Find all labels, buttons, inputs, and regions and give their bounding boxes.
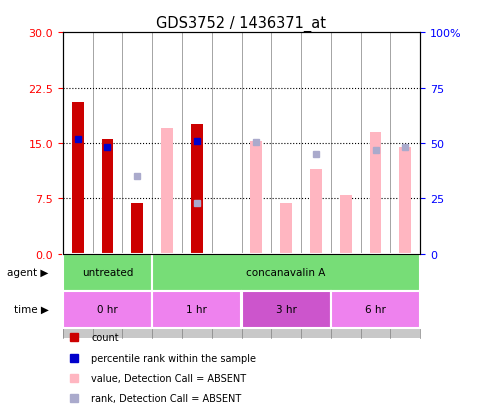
Text: percentile rank within the sample: percentile rank within the sample [91, 353, 256, 363]
Text: 0 hr: 0 hr [97, 304, 118, 314]
Text: value, Detection Call = ABSENT: value, Detection Call = ABSENT [91, 373, 246, 383]
Text: 1 hr: 1 hr [186, 304, 207, 314]
Bar [340, 195, 352, 254]
Bar [191, 232, 203, 254]
Bar [191, 125, 203, 254]
Text: untreated: untreated [82, 268, 133, 278]
Bar [310, 169, 322, 254]
Bar [369, 133, 382, 254]
Bar [72, 103, 84, 254]
Bar [131, 204, 143, 254]
Text: agent ▶: agent ▶ [7, 268, 48, 278]
Title: GDS3752 / 1436371_at: GDS3752 / 1436371_at [156, 16, 327, 32]
Bar [280, 204, 292, 254]
Text: concanavalin A: concanavalin A [246, 268, 326, 278]
Bar [101, 140, 114, 254]
Bar [63, 254, 152, 291]
Bar [331, 291, 420, 328]
Text: count: count [91, 332, 119, 342]
Bar [152, 254, 420, 291]
Bar [152, 291, 242, 328]
Text: 6 hr: 6 hr [365, 304, 386, 314]
Bar [63, 254, 420, 338]
Text: rank, Detection Call = ABSENT: rank, Detection Call = ABSENT [91, 393, 242, 404]
Bar [63, 291, 152, 328]
Bar [399, 147, 412, 254]
Text: 3 hr: 3 hr [276, 304, 297, 314]
Text: time ▶: time ▶ [14, 304, 48, 314]
Bar [242, 291, 331, 328]
Bar [161, 129, 173, 254]
Bar [251, 141, 262, 254]
